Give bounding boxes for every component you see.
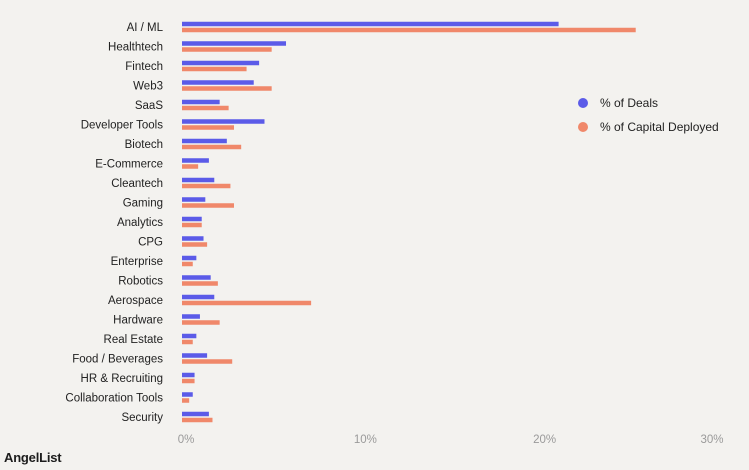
category-label: Hardware: [113, 315, 163, 327]
bar-deals: [182, 41, 287, 46]
legend-swatch-capital: [578, 122, 588, 132]
bar-capital: [182, 261, 193, 267]
bar-deals: [182, 275, 211, 280]
category-label: SaaS: [135, 100, 163, 112]
bar-capital: [182, 281, 218, 286]
bar-deals: [182, 236, 204, 241]
bar-capital: [182, 164, 199, 169]
bar-capital: [182, 398, 190, 403]
bar-deals: [182, 197, 206, 202]
bar-deals: [182, 21, 559, 27]
category-label: E-Commerce: [95, 159, 163, 171]
category-label: Web3: [133, 81, 163, 93]
x-tick-label: 30%: [700, 434, 723, 446]
bar-deals: [182, 99, 220, 105]
bar-deals: [182, 80, 254, 85]
bar-capital: [182, 144, 242, 150]
legend-label-deals: % of Deals: [600, 96, 659, 110]
category-label: Healthtech: [108, 42, 163, 54]
bar-capital: [182, 222, 202, 228]
bar-deals: [182, 333, 197, 339]
bar-deals: [182, 119, 265, 124]
bar-deals: [182, 216, 202, 222]
x-tick-label: 10%: [354, 434, 377, 446]
legend-item-deals: % of Deals: [578, 92, 719, 114]
category-label: Developer Tools: [81, 120, 164, 132]
category-label: Security: [121, 412, 163, 424]
bar-capital: [182, 203, 235, 208]
category-label: Biotech: [125, 139, 163, 151]
category-label: Real Estate: [104, 334, 163, 346]
legend-swatch-deals: [578, 98, 588, 108]
bar-deals: [182, 294, 215, 300]
category-label: Aerospace: [108, 295, 163, 307]
bar-deals: [182, 138, 227, 144]
x-tick-label: 0%: [178, 434, 195, 446]
bar-capital: [182, 320, 220, 325]
bar-capital: [182, 183, 231, 189]
legend: % of Deals % of Capital Deployed: [578, 92, 719, 140]
category-label: Enterprise: [111, 256, 163, 268]
category-label: Cleantech: [111, 178, 163, 190]
category-label: Food / Beverages: [72, 354, 163, 366]
bar-capital: [182, 86, 272, 91]
bar-capital: [182, 47, 272, 52]
category-label: Collaboration Tools: [65, 393, 163, 405]
bar-capital: [182, 359, 233, 364]
brand-logo-text: AngelList: [4, 450, 62, 465]
bar-deals: [182, 60, 260, 66]
category-label: Analytics: [117, 217, 163, 229]
legend-item-capital: % of Capital Deployed: [578, 116, 719, 138]
bar-deals: [182, 392, 193, 397]
legend-label-capital: % of Capital Deployed: [600, 120, 719, 134]
category-label: HR & Recruiting: [81, 373, 163, 385]
bar-capital: [182, 417, 213, 423]
bar-capital: [182, 300, 312, 306]
category-label: AI / ML: [127, 22, 164, 34]
bar-capital: [182, 105, 229, 111]
category-label: Fintech: [125, 61, 163, 73]
bar-deals: [182, 255, 197, 261]
bar-deals: [182, 411, 209, 417]
bar-deals: [182, 177, 215, 183]
bar-capital: [182, 66, 247, 72]
bar-deals: [182, 314, 200, 319]
category-label: Gaming: [123, 198, 163, 210]
category-label: CPG: [138, 237, 163, 249]
category-label: Robotics: [118, 276, 163, 288]
bar-capital: [182, 242, 208, 247]
bar-capital: [182, 125, 235, 130]
x-tick-label: 20%: [533, 434, 556, 446]
bar-deals: [182, 353, 208, 358]
bar-deals: [182, 158, 209, 163]
bar-capital: [182, 27, 636, 33]
bar-capital: [182, 339, 193, 345]
bar-capital: [182, 378, 195, 384]
bar-deals: [182, 372, 195, 378]
